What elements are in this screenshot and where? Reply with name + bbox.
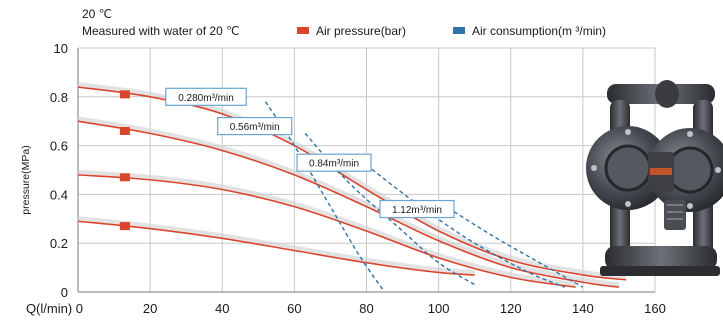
legend-swatch-consumption bbox=[453, 27, 465, 34]
consumption-label-text: 0.84m³/min bbox=[309, 159, 359, 170]
pressure-curve bbox=[77, 174, 576, 288]
consumption-label-text: 0.280m³/min bbox=[178, 93, 234, 104]
y-tick-label: 0.2 bbox=[50, 236, 68, 251]
y-tick-label: 0.6 bbox=[50, 139, 68, 154]
x-tick-label: 40 bbox=[215, 301, 229, 316]
consumption-label-text: 0.56m³/min bbox=[230, 122, 280, 133]
pressure-curve bbox=[77, 120, 620, 288]
consumption-curve bbox=[441, 203, 584, 288]
pressure-curve-shadow bbox=[77, 116, 620, 287]
pressure-curve-shadow bbox=[77, 169, 576, 287]
consumption-curve bbox=[304, 132, 476, 286]
x-tick-label: 80 bbox=[359, 301, 373, 316]
pressure-curve-shadow bbox=[77, 216, 475, 274]
y-axis-title: pressure(MPa) bbox=[20, 145, 32, 214]
consumption-label: 0.56m³/min bbox=[217, 116, 293, 136]
consumption-label-text: 1.12m³/min bbox=[392, 205, 442, 216]
x-tick-label: Q(l/min) 0 bbox=[26, 301, 83, 316]
legend-label-consumption: Air consumption(m ³/min) bbox=[472, 24, 606, 38]
y-tick-label: 0.8 bbox=[50, 90, 68, 105]
pump-icon bbox=[586, 80, 723, 276]
consumption-label-box bbox=[379, 199, 455, 219]
pressure-marker bbox=[119, 90, 130, 99]
x-tick-label: 140 bbox=[572, 301, 594, 316]
pressure-curve bbox=[77, 220, 475, 276]
x-tick-label: 20 bbox=[143, 301, 157, 316]
x-tick-label: 120 bbox=[500, 301, 522, 316]
pressure-curve bbox=[77, 86, 627, 281]
legend: Air pressure(bar) Air consumption(m ³/mi… bbox=[297, 24, 606, 38]
header-temperature: 20 ℃ bbox=[82, 7, 112, 21]
consumption-label: 0.84m³/min bbox=[296, 153, 372, 172]
pressure-marker bbox=[119, 222, 130, 231]
pressure-marker bbox=[119, 173, 130, 182]
plot-area: Q(l/min) 0 20 40 60 80 100 120 140 160 0 0.2 0.4 0.6… bbox=[26, 41, 666, 316]
consumption-curve bbox=[366, 164, 566, 288]
consumption-label: 1.12m³/min bbox=[379, 199, 455, 219]
header-condition: Measured with water of 20 ℃ bbox=[82, 24, 240, 38]
x-tick-label: 60 bbox=[287, 301, 301, 316]
consumption-label: 0.280m³/min bbox=[165, 87, 247, 106]
consumption-label-box bbox=[165, 87, 247, 106]
consumption-label-box bbox=[217, 116, 293, 136]
legend-swatch-pressure bbox=[297, 27, 309, 34]
y-tick-label: 0.4 bbox=[50, 187, 68, 202]
legend-label-pressure: Air pressure(bar) bbox=[316, 24, 406, 38]
x-tick-label: 100 bbox=[428, 301, 450, 316]
consumption-label-box bbox=[296, 153, 372, 172]
x-tick-label: 160 bbox=[644, 301, 666, 316]
y-tick-label: 10 bbox=[54, 41, 68, 56]
pressure-marker bbox=[119, 126, 130, 135]
y-tick-label: 0 bbox=[61, 285, 68, 300]
